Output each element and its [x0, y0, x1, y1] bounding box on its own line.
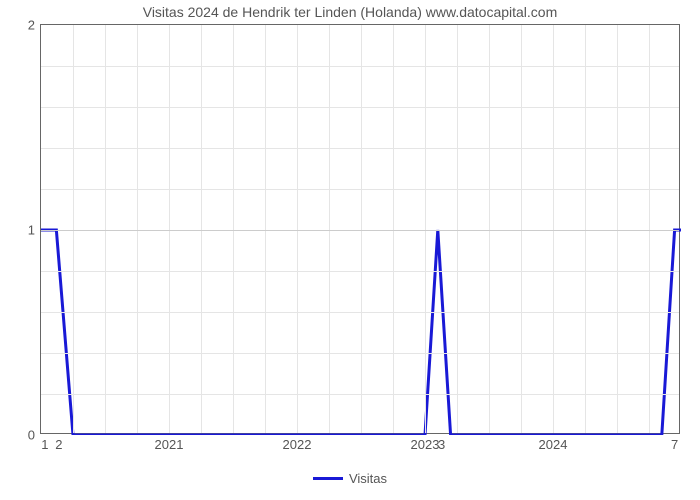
- x-tick-label: 2024: [539, 437, 568, 452]
- x-grid-minor: [201, 25, 202, 433]
- y-grid-minor: [41, 107, 679, 108]
- y-tick-label: 2: [28, 18, 35, 33]
- x-grid-minor: [393, 25, 394, 433]
- y-tick-label: 0: [28, 428, 35, 443]
- legend-swatch: [313, 477, 343, 480]
- x-grid-minor: [329, 25, 330, 433]
- x-grid-minor: [553, 25, 554, 433]
- x-grid-minor: [489, 25, 490, 433]
- chart-plot: 01220212022202320241237: [40, 24, 680, 434]
- x-grid-minor: [425, 25, 426, 433]
- x-grid-minor: [297, 25, 298, 433]
- x-grid-minor: [585, 25, 586, 433]
- legend: Visitas: [0, 470, 700, 486]
- y-grid-minor: [41, 66, 679, 67]
- y-grid-minor: [41, 148, 679, 149]
- x-grid-minor: [457, 25, 458, 433]
- x-grid-minor: [361, 25, 362, 433]
- plot-area: 01220212022202320241237: [40, 24, 680, 434]
- x-count-label: 3: [438, 437, 445, 452]
- x-grid-minor: [105, 25, 106, 433]
- y-grid-minor: [41, 189, 679, 190]
- y-grid-minor: [41, 312, 679, 313]
- x-grid-minor: [521, 25, 522, 433]
- x-grid-minor: [617, 25, 618, 433]
- legend-label: Visitas: [349, 471, 387, 486]
- x-grid-minor: [233, 25, 234, 433]
- y-grid-major: [41, 230, 679, 231]
- chart-title: Visitas 2024 de Hendrik ter Linden (Hola…: [0, 4, 700, 20]
- x-count-label: 2: [55, 437, 62, 452]
- y-grid-minor: [41, 271, 679, 272]
- x-tick-label: 2022: [283, 437, 312, 452]
- x-tick-label: 2023: [411, 437, 440, 452]
- y-tick-label: 1: [28, 223, 35, 238]
- x-grid-minor: [73, 25, 74, 433]
- x-tick-label: 2021: [155, 437, 184, 452]
- y-grid-minor: [41, 353, 679, 354]
- x-grid-minor: [137, 25, 138, 433]
- x-grid-minor: [265, 25, 266, 433]
- x-count-label: 7: [671, 437, 678, 452]
- x-count-label: 1: [41, 437, 48, 452]
- x-grid-minor: [169, 25, 170, 433]
- y-grid-minor: [41, 394, 679, 395]
- x-grid-minor: [649, 25, 650, 433]
